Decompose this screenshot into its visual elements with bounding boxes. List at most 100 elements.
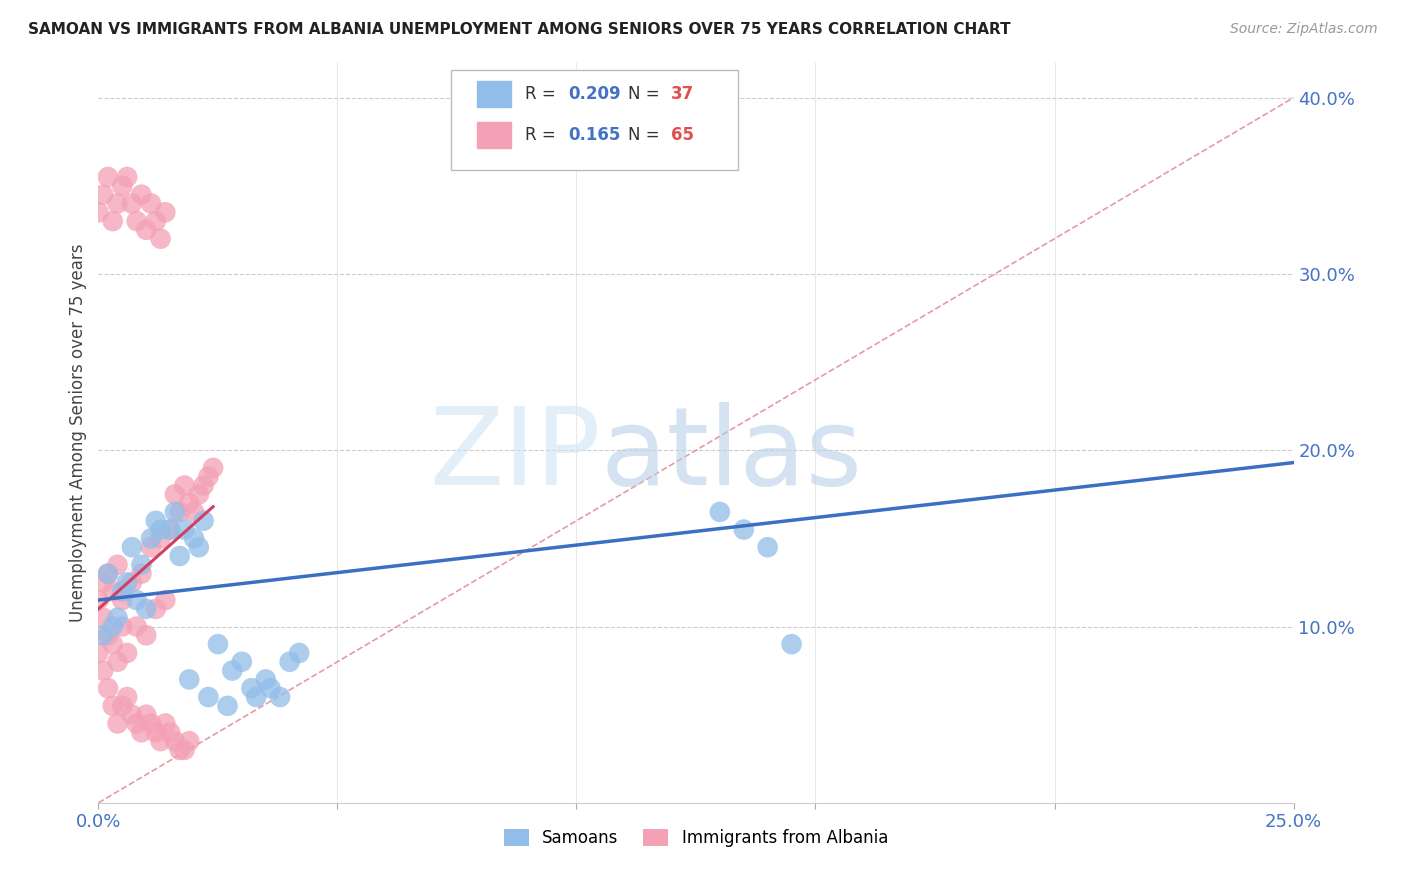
- Text: atlas: atlas: [600, 401, 862, 508]
- Point: [139, 540, 162, 554]
- Point: [111, 584, 134, 599]
- Point: [87, 593, 110, 607]
- Point: [159, 725, 181, 739]
- Point: [97, 628, 120, 642]
- Point: [163, 505, 186, 519]
- Point: [101, 698, 124, 713]
- Point: [107, 610, 129, 624]
- Text: ZIP: ZIP: [429, 401, 600, 508]
- Point: [87, 646, 110, 660]
- Point: [125, 619, 148, 633]
- Text: R =: R =: [524, 126, 555, 144]
- Point: [125, 593, 148, 607]
- Point: [163, 734, 186, 748]
- Point: [135, 223, 157, 237]
- Point: [101, 214, 124, 228]
- Point: [193, 514, 215, 528]
- Point: [101, 619, 124, 633]
- Point: [101, 637, 124, 651]
- Point: [111, 178, 134, 193]
- Point: [221, 664, 243, 678]
- Point: [87, 205, 110, 219]
- Point: [155, 205, 177, 219]
- Point: [91, 664, 114, 678]
- Point: [101, 584, 124, 599]
- Point: [179, 734, 201, 748]
- Point: [240, 681, 263, 696]
- Point: [269, 690, 291, 704]
- Text: N =: N =: [628, 126, 659, 144]
- Point: [254, 673, 277, 687]
- Text: 0.209: 0.209: [568, 85, 620, 103]
- Point: [202, 461, 225, 475]
- Point: [169, 743, 191, 757]
- Point: [756, 540, 779, 554]
- Point: [709, 505, 731, 519]
- Point: [173, 743, 195, 757]
- Point: [107, 558, 129, 572]
- Text: 37: 37: [671, 85, 695, 103]
- Point: [163, 487, 186, 501]
- Point: [91, 610, 114, 624]
- Text: SAMOAN VS IMMIGRANTS FROM ALBANIA UNEMPLOYMENT AMONG SENIORS OVER 75 YEARS CORRE: SAMOAN VS IMMIGRANTS FROM ALBANIA UNEMPL…: [28, 22, 1011, 37]
- Point: [193, 478, 215, 492]
- Point: [91, 187, 114, 202]
- Point: [145, 514, 167, 528]
- Point: [125, 214, 148, 228]
- Point: [107, 196, 129, 211]
- Point: [107, 716, 129, 731]
- Text: 65: 65: [671, 126, 695, 144]
- Point: [169, 549, 191, 563]
- Point: [245, 690, 267, 704]
- Point: [187, 487, 209, 501]
- Point: [288, 646, 311, 660]
- Point: [121, 540, 143, 554]
- Point: [131, 725, 153, 739]
- Point: [173, 523, 195, 537]
- Point: [179, 496, 201, 510]
- Point: [111, 698, 134, 713]
- Point: [97, 566, 120, 581]
- Y-axis label: Unemployment Among Seniors over 75 years: Unemployment Among Seniors over 75 years: [69, 244, 87, 622]
- Point: [169, 505, 191, 519]
- Point: [111, 619, 134, 633]
- FancyBboxPatch shape: [451, 70, 738, 169]
- Point: [155, 593, 177, 607]
- Bar: [477, 81, 510, 107]
- Point: [115, 169, 138, 184]
- Point: [139, 532, 162, 546]
- Point: [91, 575, 114, 590]
- Point: [217, 698, 239, 713]
- Bar: [477, 121, 510, 147]
- Text: N =: N =: [628, 85, 659, 103]
- Point: [115, 690, 138, 704]
- Point: [155, 716, 177, 731]
- Legend: Samoans, Immigrants from Albania: Samoans, Immigrants from Albania: [498, 822, 894, 854]
- Point: [135, 628, 157, 642]
- Point: [183, 505, 205, 519]
- Point: [259, 681, 281, 696]
- Point: [159, 523, 181, 537]
- Point: [107, 655, 129, 669]
- Point: [145, 214, 167, 228]
- Point: [149, 532, 172, 546]
- Point: [115, 575, 138, 590]
- Point: [780, 637, 803, 651]
- Point: [135, 602, 157, 616]
- Point: [231, 655, 253, 669]
- Point: [97, 169, 120, 184]
- Point: [197, 469, 219, 483]
- Point: [187, 540, 209, 554]
- Point: [131, 558, 153, 572]
- Point: [207, 637, 229, 651]
- Point: [125, 716, 148, 731]
- Point: [91, 628, 114, 642]
- Point: [111, 593, 134, 607]
- Point: [121, 575, 143, 590]
- Point: [131, 187, 153, 202]
- Point: [145, 725, 167, 739]
- Text: R =: R =: [524, 85, 555, 103]
- Point: [179, 673, 201, 687]
- Point: [159, 523, 181, 537]
- Point: [135, 707, 157, 722]
